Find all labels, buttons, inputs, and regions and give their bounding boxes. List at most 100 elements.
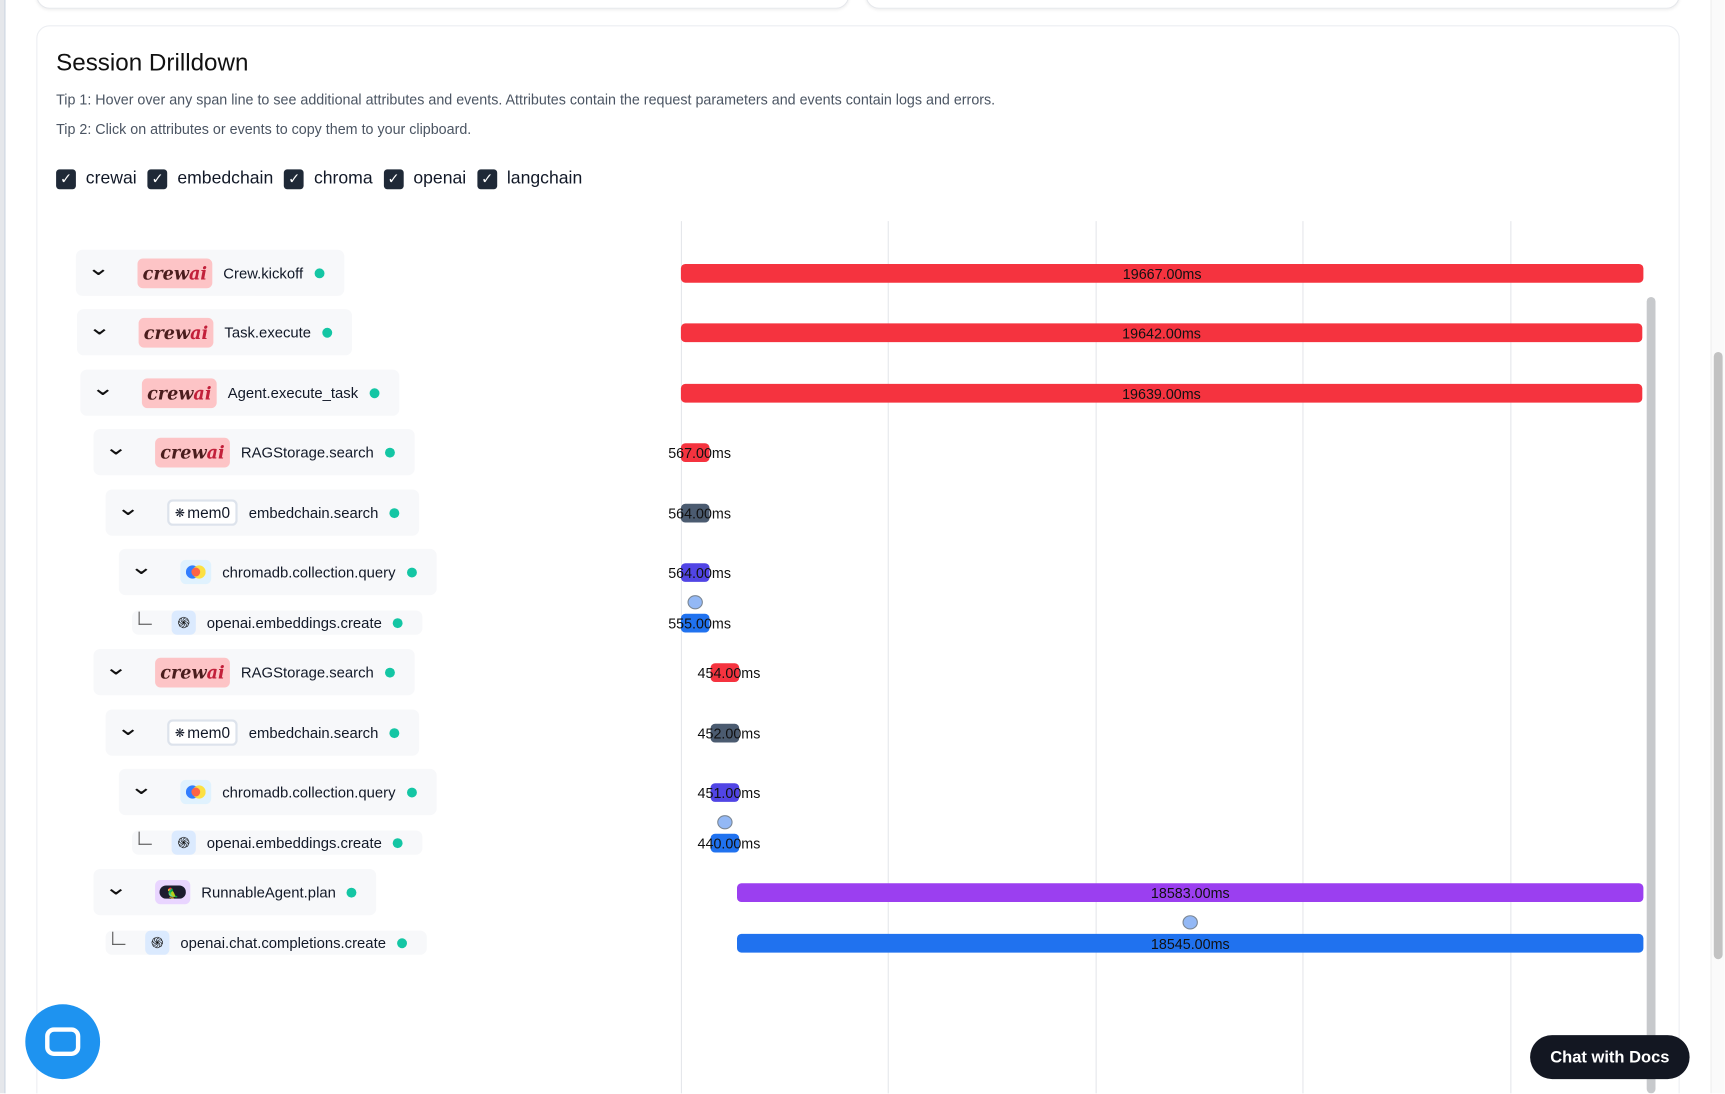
chevron-down-icon[interactable]: ⌄ — [86, 256, 111, 281]
event-bubble-icon[interactable] — [687, 595, 703, 610]
chevron-down-icon[interactable]: ⌄ — [129, 775, 154, 800]
page-title: Session Drilldown — [56, 48, 249, 76]
openai-logo: ֍ — [145, 930, 170, 955]
span-row[interactable]: ⌄ chromadb.collection.query — [118, 768, 437, 816]
vendor-filters: ✓ crewai ✓ embedchain ✓ chroma ✓ openai ✓ langcha… — [56, 169, 583, 190]
status-dot — [406, 787, 417, 797]
span-bar[interactable] — [680, 563, 710, 582]
span-row[interactable]: ֍ openai.embeddings.create — [132, 610, 423, 635]
chevron-down-icon[interactable]: ⌄ — [116, 496, 141, 521]
span-name: embedchain.search — [248, 724, 379, 741]
chevron-down-icon[interactable]: ⌄ — [116, 716, 141, 741]
span-bar[interactable] — [737, 933, 1644, 953]
grid-line — [1095, 221, 1097, 1094]
span-bar[interactable] — [710, 663, 739, 682]
status-dot — [346, 887, 357, 898]
status-dot — [392, 837, 403, 848]
span-name: RAGStorage.search — [240, 443, 374, 461]
filter-label: openai — [413, 169, 467, 189]
tree-connector — [138, 611, 152, 625]
status-dot — [384, 447, 395, 458]
span-row[interactable]: ⌄ crew ai Agent.execute_task — [80, 369, 399, 416]
chevron-down-icon[interactable]: ⌄ — [87, 315, 112, 340]
checkbox-langchain[interactable]: ✓ — [477, 169, 497, 190]
span-name: RunnableAgent.plan — [201, 883, 336, 901]
langchain-logo: 🦜 — [155, 880, 191, 905]
span-row[interactable]: ⌄ crew ai RAGStorage.search — [93, 429, 415, 476]
span-bar[interactable] — [710, 833, 739, 853]
span-bar[interactable] — [710, 723, 739, 743]
span-duration: 19642.00ms — [1122, 325, 1201, 342]
crewai-logo: crew ai — [138, 317, 214, 348]
svg-text:🦜: 🦜 — [167, 887, 179, 899]
tree-connector — [112, 931, 126, 945]
chevron-down-icon[interactable]: ⌄ — [90, 376, 115, 401]
span-bar[interactable] — [737, 883, 1644, 902]
timeline-scrollbar[interactable] — [1646, 297, 1656, 1094]
chat-icon — [45, 1027, 81, 1056]
status-dot — [389, 507, 400, 518]
filter-crewai[interactable]: ✓ crewai — [56, 169, 137, 190]
span-bar[interactable] — [680, 503, 710, 523]
chroma-logo — [180, 779, 212, 805]
span-duration: 19639.00ms — [1122, 385, 1201, 403]
span-row[interactable]: ⌄ ❋ mem0 embedchain.search — [105, 709, 420, 756]
span-bar[interactable] — [710, 783, 739, 802]
chevron-down-icon[interactable]: ⌄ — [104, 655, 129, 680]
grid-line — [887, 221, 889, 1094]
span-row[interactable]: ⌄ crew ai Task.execute — [77, 309, 352, 356]
span-name: embedchain.search — [248, 504, 379, 521]
span-row[interactable]: ⌄ ❋ mem0 embedchain.search — [105, 489, 420, 536]
filter-embedchain[interactable]: ✓ embedchain — [147, 169, 273, 190]
checkbox-openai[interactable]: ✓ — [383, 169, 404, 190]
status-dot — [389, 727, 400, 738]
event-bubble-icon[interactable] — [1182, 915, 1198, 930]
chevron-down-icon[interactable]: ⌄ — [129, 555, 154, 580]
span-row[interactable]: ⌄ 🦜 RunnableAgent.plan — [93, 869, 377, 916]
span-name: chromadb.collection.query — [222, 783, 396, 801]
span-bar[interactable] — [680, 264, 1644, 283]
chat-with-docs-button[interactable]: Chat with Docs — [1530, 1035, 1690, 1080]
span-row[interactable]: ⌄ crew ai RAGStorage.search — [93, 649, 415, 696]
filter-langchain[interactable]: ✓ langchain — [477, 169, 583, 190]
checkbox-chroma[interactable]: ✓ — [284, 169, 305, 190]
span-duration: 555.00ms — [668, 615, 732, 632]
page-scrollbar-thumb[interactable] — [1713, 352, 1723, 960]
status-dot — [314, 267, 324, 278]
span-row[interactable]: ⌄ crew ai Crew.kickoff — [75, 249, 344, 296]
chevron-down-icon[interactable]: ⌄ — [104, 875, 129, 900]
span-duration: 440.00ms — [697, 835, 761, 852]
chevron-down-icon[interactable]: ⌄ — [104, 435, 129, 460]
filter-label: langchain — [506, 169, 583, 189]
filter-openai[interactable]: ✓ openai — [383, 169, 467, 190]
span-duration: 18583.00ms — [1150, 884, 1230, 902]
chat-widget-button[interactable] — [25, 1004, 101, 1080]
span-bar[interactable] — [680, 323, 1643, 343]
filter-chroma[interactable]: ✓ chroma — [284, 169, 373, 190]
tip-2: Tip 2: Click on attributes or events to … — [56, 121, 472, 138]
span-row[interactable]: ֍ openai.chat.completions.create — [105, 930, 427, 955]
span-name: Crew.kickoff — [223, 264, 304, 282]
status-dot — [384, 667, 395, 678]
event-bubble-icon[interactable] — [716, 815, 733, 830]
status-dot — [406, 567, 417, 577]
span-duration: 452.00ms — [697, 725, 761, 742]
grid-line — [1510, 221, 1512, 1094]
openai-logo: ֍ — [171, 830, 196, 855]
status-dot — [392, 617, 403, 628]
checkbox-crewai[interactable]: ✓ — [56, 169, 76, 190]
crewai-logo: crew ai — [155, 437, 230, 467]
status-dot — [396, 937, 407, 948]
span-row[interactable]: ֍ openai.embeddings.create — [132, 830, 423, 855]
filter-label: chroma — [313, 169, 373, 189]
span-row[interactable]: ⌄ chromadb.collection.query — [118, 548, 437, 596]
checkbox-embedchain[interactable]: ✓ — [147, 169, 168, 190]
span-duration: 564.00ms — [668, 505, 732, 522]
top-card-right — [865, 0, 1680, 9]
span-bar[interactable] — [680, 383, 1643, 403]
span-bar[interactable] — [680, 443, 710, 462]
filter-label: crewai — [85, 169, 137, 189]
status-dot — [322, 327, 332, 338]
span-bar[interactable] — [680, 613, 710, 633]
span-name: openai.chat.completions.create — [180, 934, 386, 951]
